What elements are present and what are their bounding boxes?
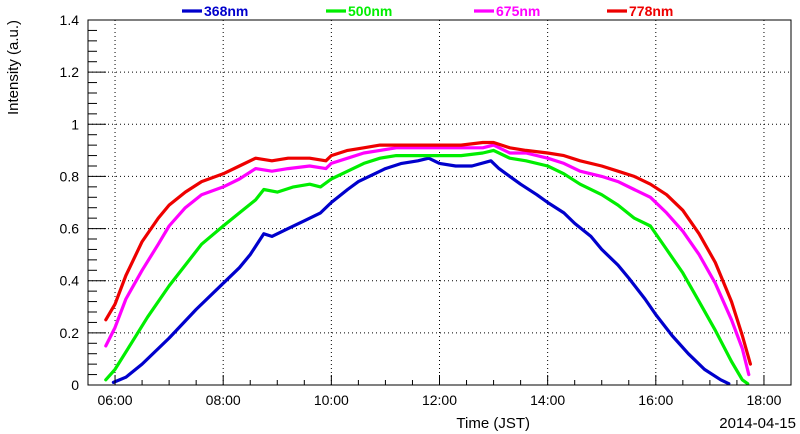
x-tick-label: 16:00 [638,392,673,408]
legend-label-778nm: 778nm [629,3,673,19]
legend: 368nm 500nm 675nm 778nm [182,3,673,19]
y-tick-label: 0.8 [60,168,80,184]
date-label: 2014-04-15 [719,415,796,432]
x-tick-label: 14:00 [530,392,565,408]
x-axis-label: Time (JST) [456,415,530,432]
legend-label-675nm: 675nm [496,3,540,19]
y-tick-label: 1.4 [60,12,80,28]
y-tick-label: 0.4 [60,273,80,289]
x-tick-label: 12:00 [422,392,457,408]
axis-ticks: 06:00 08:00 10:00 12:00 14:00 16:00 18:00 0 0.2 0… [60,12,792,408]
x-tick-label: 18:00 [746,392,781,408]
x-tick-label: 06:00 [98,392,133,408]
series-line-675nm [104,143,751,377]
series-line-500nm [104,148,750,386]
y-tick-label: 1 [71,116,79,132]
legend-label-368nm: 368nm [204,3,248,19]
series-line-368nm [111,156,731,386]
y-axis-label: Intensity (a.u.) [5,20,22,115]
x-tick-label: 08:00 [206,392,241,408]
grid-lines [88,20,791,385]
legend-label-500nm: 500nm [348,3,392,19]
y-tick-label: 0.6 [60,221,80,237]
y-tick-label: 0.2 [60,325,80,341]
y-tick-label: 0 [71,377,79,393]
y-tick-label: 1.2 [60,64,80,80]
x-tick-label: 10:00 [314,392,349,408]
series-line-778nm [104,140,752,366]
series-layer [104,140,752,386]
